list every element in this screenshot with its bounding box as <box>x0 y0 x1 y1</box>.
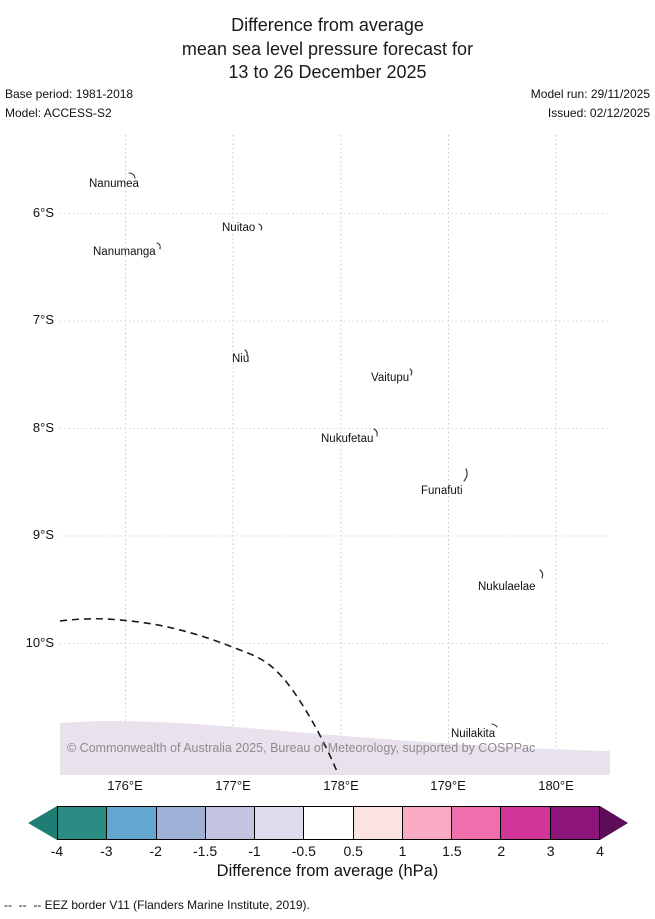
colorbar-segment <box>106 807 156 839</box>
eez-footnote-text: EEZ border V11 (Flanders Marine Institut… <box>41 898 310 912</box>
island-label-nanumanga: Nanumanga <box>93 246 156 258</box>
lon-label-178e: 178°E <box>323 778 359 793</box>
meta-base-period: Base period: 1981-2018 <box>5 87 134 101</box>
colorbar-tick: 1.5 <box>442 843 462 859</box>
island-mark-vaitupu <box>409 368 413 376</box>
lon-label-179e: 179°E <box>430 778 466 793</box>
island-label-nanumea: Nanumea <box>89 178 139 190</box>
colorbar-bar <box>57 806 600 840</box>
copyright-text: © Commonwealth of Australia 2025, Bureau… <box>67 741 536 755</box>
lat-label-10s: 10°S <box>25 635 54 650</box>
colorbar-tick: -0.5 <box>291 843 316 859</box>
island-mark-nuilakita <box>491 723 498 728</box>
lon-label-177e: 177°E <box>215 778 251 793</box>
island-label-nuitao: Nuitao <box>222 222 256 234</box>
colorbar-tick: -1 <box>248 843 261 859</box>
lat-label-8s: 8°S <box>32 420 54 435</box>
colorbar-left-arrow <box>28 806 57 840</box>
lat-label-9s: 9°S <box>32 527 54 542</box>
colorbar-segment <box>58 807 107 839</box>
lon-label-176e: 176°E <box>107 778 143 793</box>
island-label-nukulaelae: Nukulaelae <box>478 581 536 593</box>
title-line-2: mean sea level pressure forecast for <box>181 38 474 59</box>
colorbar-segment <box>500 807 550 839</box>
colorbar-ticks: -4 -3 -2 -1.5 -1 -0.5 0.5 1 1.5 2 3 4 <box>51 843 604 861</box>
island-mark-nukufetau <box>373 428 378 437</box>
title-line-1: Difference from average <box>231 15 424 35</box>
meta-issued: Issued: 02/12/2025 <box>547 106 650 120</box>
island-mark-nuitao <box>258 223 263 231</box>
island-label-vaitupu: Vaitupu <box>371 372 410 384</box>
colorbar <box>28 806 628 840</box>
gridlines-vertical <box>125 135 557 775</box>
colorbar-tick: 0.5 <box>343 843 363 859</box>
island-label-nukufetau: Nukufetau <box>321 433 374 445</box>
island-marks <box>128 172 544 728</box>
colorbar-segment <box>549 807 599 839</box>
colorbar-segment <box>303 807 353 839</box>
meta-model-run: Model run: 29/11/2025 <box>530 87 650 101</box>
island-label-funafuti: Funafuti <box>421 485 463 497</box>
colorbar-tick: 2 <box>497 843 506 859</box>
colorbar-segment <box>254 807 304 839</box>
gridlines-horizontal <box>60 213 610 644</box>
island-label-nuilakita: Nuilakita <box>451 728 496 740</box>
colorbar-segment <box>352 807 402 839</box>
colorbar-right-arrow <box>600 806 628 840</box>
eez-dash-sample: -- -- -- <box>4 898 42 912</box>
colorbar-tick: -3 <box>100 843 113 859</box>
colorbar-tick: -4 <box>50 843 64 859</box>
colorbar-segment <box>401 807 452 839</box>
lat-label-7s: 7°S <box>32 312 54 327</box>
island-label-niu: Niu <box>232 353 250 365</box>
colorbar-tick: -2 <box>149 843 162 859</box>
lon-label-180e: 180°E <box>538 778 574 793</box>
colorbar-label: Difference from average (hPa) <box>216 862 439 880</box>
colorbar-tick: 4 <box>596 843 604 859</box>
title-line-3: 13 to 26 December 2025 <box>228 62 427 82</box>
lat-label-6s: 6°S <box>32 205 54 220</box>
island-mark-nanumanga <box>156 242 161 250</box>
island-mark-nukulaelae <box>539 569 544 579</box>
island-mark-funafuti <box>463 468 468 482</box>
colorbar-tick: -1.5 <box>193 843 218 859</box>
colorbar-tick: 3 <box>546 843 555 859</box>
page-title: Difference from average mean sea level p… <box>0 14 655 85</box>
colorbar-segment <box>451 807 501 839</box>
colorbar-segment <box>204 807 255 839</box>
colorbar-segment <box>155 807 205 839</box>
eez-footnote: -- -- -- EEZ border V11 (Flanders Marine… <box>4 898 310 912</box>
meta-model: Model: ACCESS-S2 <box>5 106 112 120</box>
colorbar-tick: 1 <box>398 843 407 859</box>
